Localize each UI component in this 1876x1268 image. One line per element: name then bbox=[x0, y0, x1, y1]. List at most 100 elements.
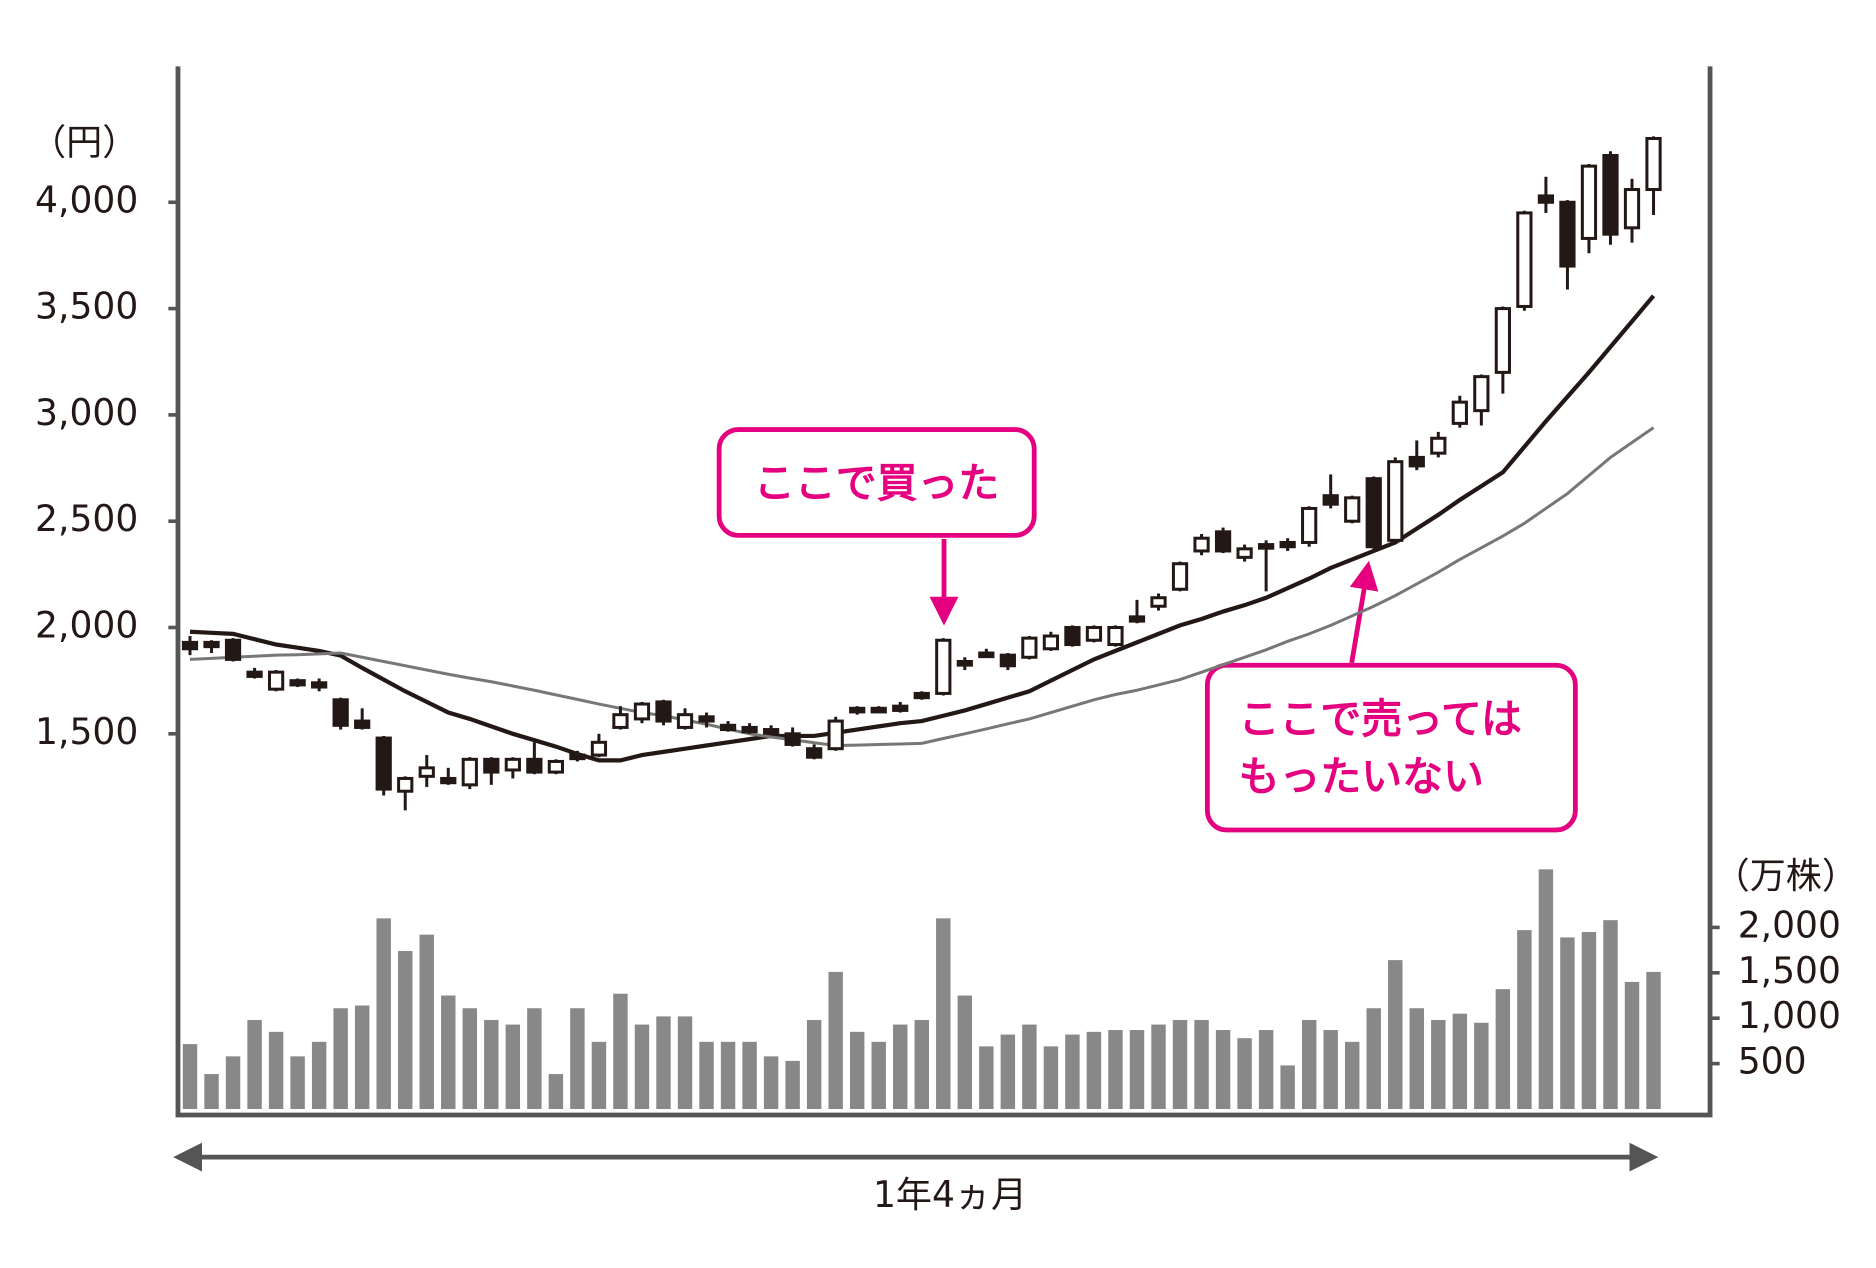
candle-body bbox=[311, 681, 328, 689]
volume-bar bbox=[1409, 1008, 1424, 1110]
candle-body bbox=[267, 670, 285, 691]
volume-bar bbox=[1108, 1030, 1123, 1110]
candle-body bbox=[569, 753, 586, 761]
volume-tick-label: 1,500 bbox=[1738, 950, 1841, 992]
volume-bar bbox=[1344, 1041, 1360, 1110]
volume-bar bbox=[656, 1016, 671, 1110]
candle-body bbox=[1580, 164, 1598, 240]
candle-body bbox=[1301, 506, 1318, 544]
volume-bar bbox=[182, 1044, 198, 1110]
candle-body bbox=[1236, 547, 1253, 559]
candle-body bbox=[1322, 494, 1339, 506]
volume-bar bbox=[570, 1008, 585, 1110]
volume-bar bbox=[1517, 930, 1532, 1110]
volume-bar bbox=[354, 1005, 370, 1110]
candle-body bbox=[1107, 626, 1124, 647]
candle-body bbox=[806, 747, 823, 759]
volume-bar bbox=[1452, 1013, 1468, 1110]
candle-body bbox=[870, 706, 887, 714]
volume-bar bbox=[548, 1074, 564, 1110]
callout-box bbox=[716, 427, 1037, 538]
candle-body bbox=[1430, 436, 1447, 455]
volume-bar bbox=[936, 918, 951, 1110]
candle-body bbox=[1559, 200, 1576, 268]
y-tick-label: 3,000 bbox=[35, 392, 138, 434]
candle-body bbox=[354, 719, 371, 729]
candle-body bbox=[676, 713, 694, 729]
candle-body bbox=[719, 723, 737, 732]
candle-body bbox=[526, 757, 543, 774]
volume-bar bbox=[398, 951, 413, 1110]
candle-body bbox=[633, 702, 651, 721]
volume-tick-label: 2,000 bbox=[1738, 904, 1841, 946]
volume-bar bbox=[1366, 1008, 1381, 1110]
volume-bar bbox=[613, 993, 628, 1110]
callout-arrow bbox=[1349, 560, 1379, 664]
candle-body bbox=[1451, 400, 1468, 425]
volume-bar bbox=[1215, 1030, 1231, 1110]
callout-text: ここで買った bbox=[754, 459, 999, 507]
volume-bar bbox=[1086, 1031, 1102, 1110]
candle-body bbox=[289, 679, 306, 687]
y-tick-label: 1,500 bbox=[35, 711, 138, 753]
candle-body bbox=[892, 704, 909, 712]
volume-bar bbox=[376, 918, 391, 1110]
volume-bar bbox=[1624, 981, 1640, 1110]
candle-body bbox=[224, 638, 242, 661]
candle-body bbox=[332, 698, 349, 727]
volume-bar bbox=[1065, 1034, 1080, 1110]
candle-body bbox=[1021, 636, 1038, 659]
volume-bar bbox=[1258, 1030, 1274, 1110]
volume-bar bbox=[979, 1046, 994, 1110]
candle-body bbox=[612, 713, 629, 729]
candle-body bbox=[1516, 211, 1533, 308]
volume-bar bbox=[1431, 1020, 1446, 1110]
volume-bar bbox=[1603, 920, 1618, 1110]
volume-bar bbox=[1280, 1065, 1295, 1110]
candle-body bbox=[1193, 536, 1210, 553]
candle-body bbox=[590, 740, 608, 757]
volume-bar bbox=[268, 1031, 284, 1110]
candle-body bbox=[762, 728, 780, 735]
volume-bar bbox=[1022, 1024, 1037, 1110]
y-tick-label: 2,000 bbox=[35, 605, 138, 647]
candle-body bbox=[1171, 562, 1189, 591]
candle-body bbox=[246, 670, 263, 678]
y-tick-label: 3,500 bbox=[35, 286, 138, 328]
y-tick-label: 4,000 bbox=[35, 179, 138, 221]
candle-body bbox=[1645, 136, 1662, 192]
volume-bar bbox=[1560, 937, 1575, 1110]
candle-body bbox=[1042, 634, 1060, 651]
volume-unit: （万株） bbox=[1714, 855, 1858, 897]
candle-body bbox=[1387, 460, 1404, 542]
candle-body bbox=[1344, 496, 1361, 523]
volume-bar bbox=[1129, 1030, 1145, 1110]
candle-body bbox=[1085, 626, 1103, 642]
volume-bar bbox=[290, 1056, 305, 1110]
candle-body bbox=[547, 759, 565, 774]
period-label: 1年4ヵ月 bbox=[873, 1174, 1027, 1216]
candle-body bbox=[1214, 530, 1232, 553]
volume-bar bbox=[225, 1056, 241, 1110]
volume-bar bbox=[1538, 869, 1554, 1110]
volume-bar bbox=[699, 1041, 714, 1110]
volume-bar bbox=[1151, 1024, 1166, 1110]
volume-bar bbox=[1194, 1020, 1209, 1110]
callout-box bbox=[1204, 662, 1578, 833]
candle-body bbox=[1258, 543, 1275, 550]
candle-body bbox=[1279, 540, 1296, 549]
candle-body bbox=[956, 660, 973, 667]
candle-body bbox=[504, 757, 521, 772]
candle-body bbox=[935, 638, 952, 695]
volume-bar bbox=[720, 1041, 736, 1110]
callout-text: もったいない bbox=[1239, 753, 1484, 801]
candle-body bbox=[461, 757, 478, 787]
candle-body bbox=[827, 719, 844, 751]
volume-bar bbox=[1495, 989, 1511, 1110]
volume-bar bbox=[742, 1041, 757, 1110]
volume-bar bbox=[634, 1024, 650, 1110]
volume-bar bbox=[1474, 1022, 1489, 1110]
volume-bar bbox=[957, 995, 973, 1110]
candle-body bbox=[1064, 626, 1081, 647]
